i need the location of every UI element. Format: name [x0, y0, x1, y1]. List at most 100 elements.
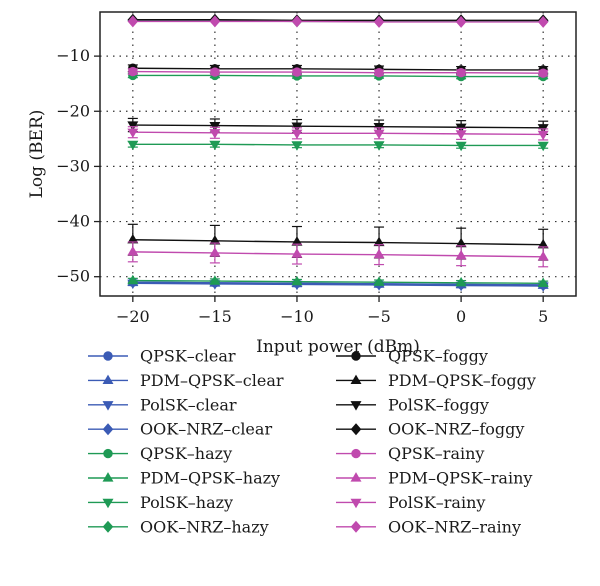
legend-item: PolSK–rainy [336, 493, 485, 512]
data-point [127, 128, 139, 139]
series-line [132, 19, 544, 21]
data-point [373, 141, 385, 151]
series-group [127, 140, 549, 152]
legend-marker [350, 498, 362, 509]
data-point [538, 68, 548, 78]
series-line [132, 279, 544, 285]
legend-item: PolSK–foggy [336, 395, 489, 414]
data-point [373, 15, 385, 28]
series-line [132, 282, 544, 287]
legend-marker [103, 351, 113, 361]
legend-marker [351, 448, 361, 459]
data-point [209, 247, 221, 257]
legend: QPSK–clear PDM–QPSK–clear PolSK–clear OOK–N… [88, 347, 536, 536]
legend-label: PolSK–rainy [388, 493, 485, 512]
data-point [373, 248, 385, 259]
legend-marker [350, 520, 362, 533]
data-point [537, 251, 549, 261]
legend-label: QPSK–foggy [388, 347, 488, 366]
legend-marker [350, 472, 362, 482]
legend-item: OOK–NRZ–rainy [336, 517, 521, 536]
data-point [209, 15, 221, 28]
series-line [132, 124, 544, 129]
legend-label: PDM–QPSK–hazy [140, 469, 280, 488]
legend-marker [102, 472, 114, 482]
axis-ticks: −20 −15 −10 −5 0 5−10−20−30−40−50 [56, 46, 548, 326]
data-point [455, 141, 467, 152]
legend-item: OOK–NRZ–clear [88, 420, 272, 439]
data-point [127, 246, 139, 256]
legend-label: OOK–NRZ–clear [140, 420, 272, 439]
x-tick-label: −15 [198, 307, 232, 326]
legend-marker [102, 423, 114, 436]
data-point [127, 121, 139, 131]
data-point [537, 15, 549, 28]
x-tick-label: 0 [456, 307, 466, 326]
data-point [209, 275, 221, 285]
data-point [374, 67, 384, 78]
data-point [291, 275, 303, 286]
data-point [291, 141, 303, 151]
data-point [209, 140, 221, 151]
legend-item: PolSK–clear [88, 395, 237, 414]
legend-item: PDM–QPSK–hazy [88, 469, 280, 488]
data-point [291, 129, 303, 140]
legend-marker [102, 520, 114, 533]
legend-item: PDM–QPSK–rainy [336, 469, 532, 488]
series-line [132, 239, 544, 246]
legend-marker [350, 374, 362, 385]
data-point [291, 248, 303, 258]
series-line [132, 281, 544, 286]
series-line [132, 74, 544, 78]
legend-label: QPSK–clear [140, 347, 236, 366]
y-tick-label: −30 [56, 156, 90, 175]
grid-lines [100, 12, 576, 296]
data-point [209, 129, 221, 139]
data-point [455, 15, 467, 28]
y-axis-label: Log (BER) [27, 110, 47, 199]
series-group [127, 241, 549, 268]
series-group [127, 13, 549, 27]
y-tick-label: −10 [56, 46, 90, 65]
legend-label: OOK–NRZ–foggy [388, 420, 524, 439]
data-point [127, 140, 139, 151]
legend-label: OOK–NRZ–hazy [140, 517, 269, 536]
x-tick-label: −10 [280, 307, 314, 326]
legend-item: OOK–NRZ–hazy [88, 517, 269, 536]
legend-item: PDM–QPSK–clear [88, 371, 284, 390]
legend-marker [102, 374, 114, 385]
data-point [537, 277, 549, 287]
data-point [455, 276, 467, 287]
data-point [128, 66, 138, 77]
legend-label: PolSK–hazy [140, 493, 233, 512]
legend-item: OOK–NRZ–foggy [336, 420, 524, 439]
y-tick-label: −50 [56, 267, 90, 286]
legend-item: QPSK–rainy [336, 444, 484, 463]
x-axis-label: Input power (dBm) [256, 337, 420, 357]
series-line [132, 143, 544, 147]
legend-marker [103, 448, 113, 459]
legend-marker [350, 423, 362, 436]
series-lines [127, 13, 549, 292]
legend-item: QPSK–hazy [88, 444, 232, 463]
legend-item: PDM–QPSK–foggy [336, 371, 536, 390]
x-tick-label: −5 [367, 307, 391, 326]
data-point [537, 141, 549, 152]
legend-label: PolSK–clear [140, 395, 237, 414]
legend-item: PolSK–hazy [88, 493, 233, 512]
series-line [132, 67, 544, 71]
data-point [209, 121, 221, 132]
series-line [132, 131, 544, 136]
legend-item: QPSK–foggy [336, 347, 488, 366]
legend-item: QPSK–clear [88, 347, 236, 366]
series-line [132, 70, 544, 74]
series-line [132, 251, 544, 258]
data-point [210, 67, 220, 77]
legend-marker [102, 498, 114, 509]
y-tick-label: −40 [56, 212, 90, 231]
data-point [455, 130, 467, 140]
legend-label: OOK–NRZ–rainy [388, 517, 521, 536]
data-point [291, 15, 303, 28]
series-group [127, 15, 549, 28]
